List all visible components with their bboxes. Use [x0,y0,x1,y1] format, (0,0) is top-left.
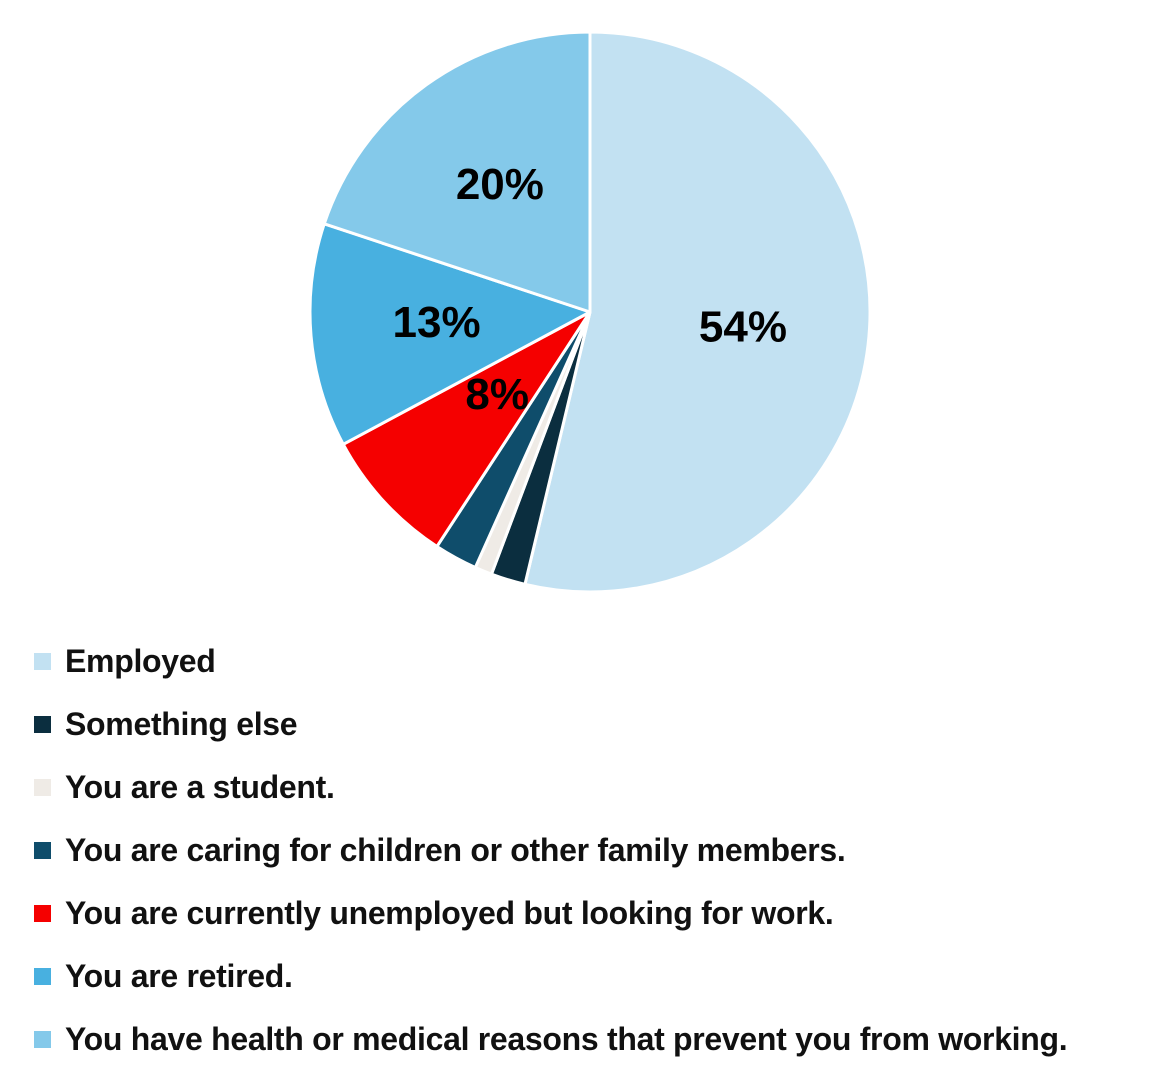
legend-label: You are currently unemployed but looking… [65,895,834,931]
legend-label: You are retired. [65,958,293,994]
pie-slice-6 [322,30,592,314]
legend-item: Employed [34,630,1067,693]
pie-slice-5 [308,222,592,446]
legend-item: You are currently unemployed but looking… [34,882,1067,945]
slice-data-label-6: 20% [456,160,544,209]
legend-swatch [34,968,51,985]
legend-item: Something else [34,693,1067,756]
legend-item: You are retired. [34,945,1067,1008]
legend-swatch [34,716,51,733]
slice-data-label-0: 54% [699,303,787,352]
pie-slice-0 [523,30,872,594]
legend-swatch [34,779,51,796]
legend-swatch [34,905,51,922]
slice-data-label-4: 8% [465,370,529,419]
legend-item: You have health or medical reasons that … [34,1008,1068,1071]
legend-label: You have health or medical reasons that … [65,1021,1068,1057]
legend-swatch [34,842,51,859]
slice-data-label-5: 13% [393,298,481,347]
legend-swatch [34,1031,51,1048]
legend-swatch [34,653,51,670]
legend-label: You are caring for children or other fam… [65,832,846,868]
legend-item: You are a student. [34,756,1067,819]
legend-label: Employed [65,643,216,679]
pie-slice-4 [341,310,592,548]
legend-label: Something else [65,706,298,742]
legend-label: You are a student. [65,769,335,805]
legend: Employed Something else You are a student.… [34,630,1068,1071]
legend-item: You are caring for children or other fam… [34,819,1067,882]
pie-chart: 54% 8% 13% 20% [308,30,872,594]
